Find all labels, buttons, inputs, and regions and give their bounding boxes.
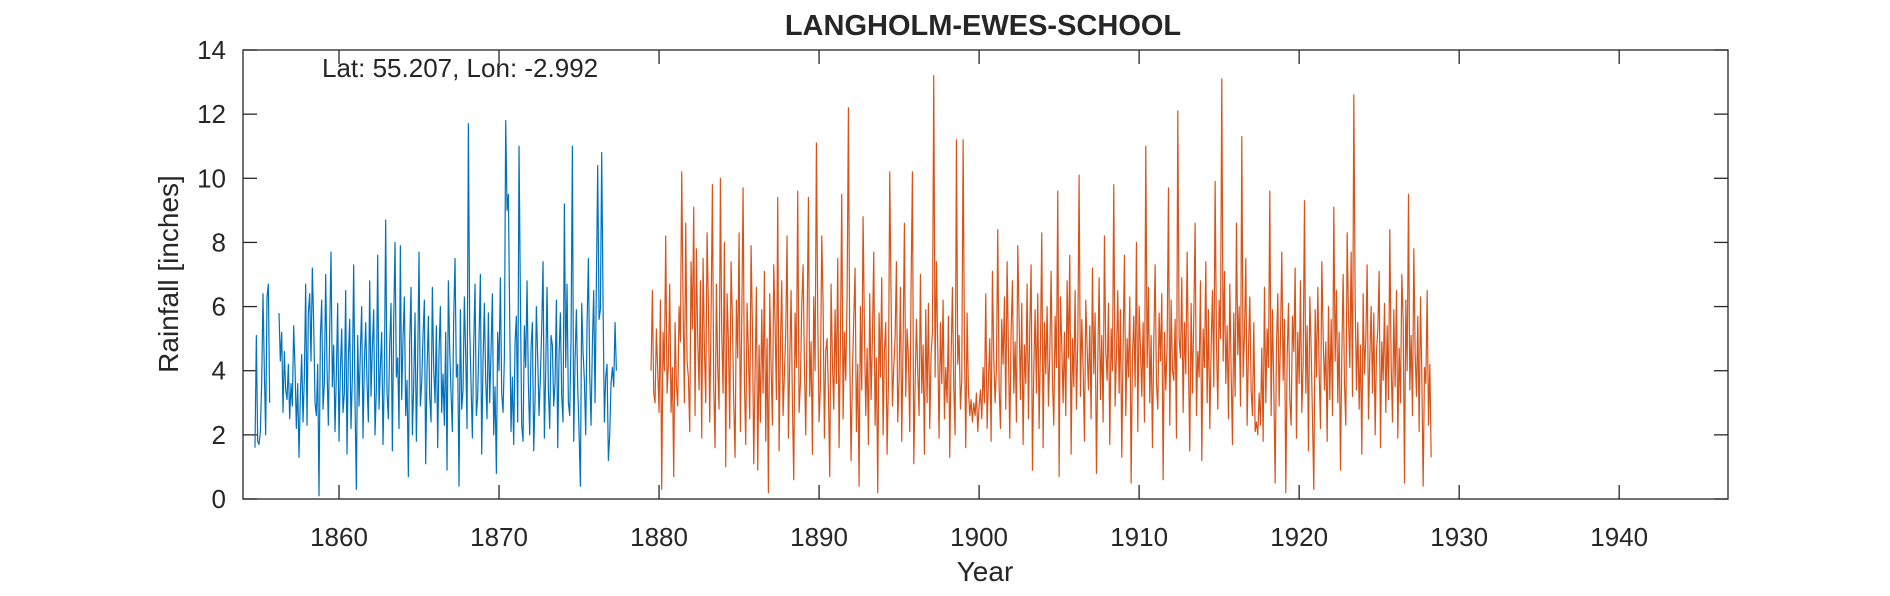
- x-tick-label: 1860: [310, 522, 368, 552]
- x-tick-label: 1940: [1590, 522, 1648, 552]
- x-tick-label: 1890: [790, 522, 848, 552]
- x-tick-label: 1920: [1270, 522, 1328, 552]
- y-axis-label: Rainfall [inches]: [153, 175, 184, 373]
- x-tick-label: 1880: [630, 522, 688, 552]
- x-tick-label: 1900: [950, 522, 1008, 552]
- series-line-2: [650, 75, 1432, 494]
- x-axis-label: Year: [957, 556, 1014, 587]
- x-tick-label: 1910: [1110, 522, 1168, 552]
- y-tick-label: 2: [212, 420, 226, 450]
- plot-area-frame: [242, 49, 1729, 500]
- x-tick-label: 1930: [1430, 522, 1488, 552]
- y-tick-label: 8: [212, 227, 226, 257]
- y-tick-label: 10: [197, 163, 226, 193]
- x-axis: 1860 1870 1880 1890 1900 1910 1920 1930 1940: [310, 50, 1648, 552]
- y-axis: 0 2 4 6 8 10 12 14: [197, 35, 1728, 514]
- y-tick-label: 14: [197, 35, 226, 65]
- x-tick-label: 1870: [470, 522, 528, 552]
- y-tick-label: 12: [197, 99, 226, 129]
- station-coordinates-label: Lat: 55.207, Lon: -2.992: [322, 53, 598, 83]
- data-series: [254, 75, 1432, 497]
- y-tick-label: 6: [212, 292, 226, 322]
- series-line-1: [254, 119, 617, 497]
- y-tick-label: 4: [212, 356, 226, 386]
- chart-title: LANGHOLM-EWES-SCHOOL: [785, 10, 1181, 42]
- y-tick-label: 0: [212, 484, 226, 514]
